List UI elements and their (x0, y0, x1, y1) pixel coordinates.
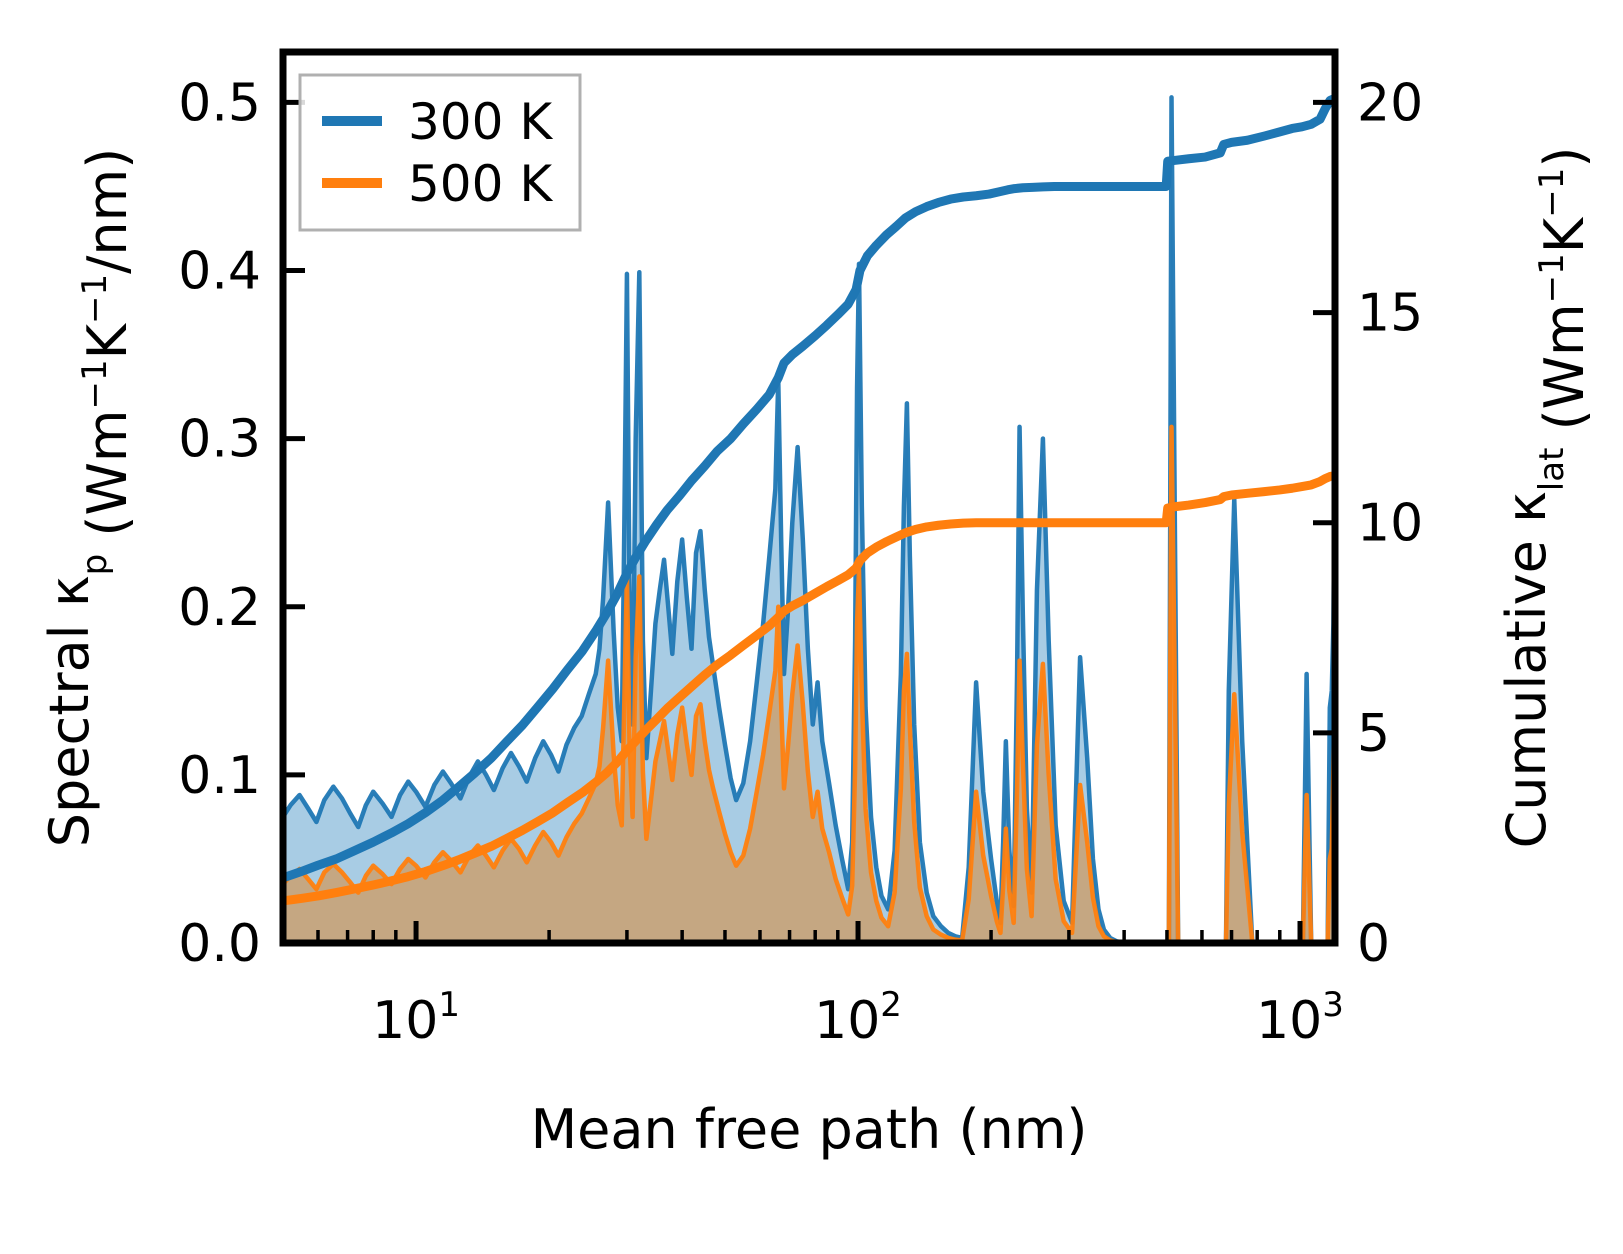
x-axis: 101 102 103 (281, 921, 1344, 1051)
y-left-tick-label: 0.2 (178, 578, 261, 638)
y-right-tick-label: 20 (1357, 73, 1423, 133)
y-left-tick-label: 0.1 (178, 746, 261, 806)
legend-label-1: 500 K (408, 155, 553, 213)
spectral-line-500k (283, 424, 1335, 943)
plot-area (283, 93, 1335, 943)
cumulative-line-300k (283, 93, 1335, 883)
cumulative-line-500k (283, 471, 1335, 906)
y-left-tick-label: 0.5 (178, 73, 261, 133)
x-axis-label: Mean free path (nm) (531, 1098, 1088, 1161)
legend-label-0: 300 K (408, 93, 553, 151)
y-right-tick-label: 5 (1357, 704, 1390, 764)
spectral-line-300k (283, 95, 1335, 943)
y-axis-right-label: Cumulative κlat (Wm−1K−1) (1495, 147, 1596, 849)
y-right-tick-label: 15 (1357, 284, 1423, 344)
y-left-tick-label: 0.0 (178, 914, 261, 974)
x-tick-label: 102 (814, 985, 902, 1051)
x-tick-label: 101 (372, 985, 460, 1051)
y-axis-left-label: Spectral κp (Wm−1K−1/nm) (38, 148, 139, 848)
spectral-fill-500k (283, 426, 1335, 943)
y-right-tick-label: 10 (1357, 494, 1423, 554)
y-left-tick-label: 0.3 (178, 410, 261, 470)
y-axis-left: 0.0 0.1 0.2 0.3 0.4 0.5 (178, 73, 305, 974)
x-tick-label: 103 (1256, 985, 1344, 1051)
y-axis-right: 0 5 10 15 20 (1313, 73, 1423, 974)
y-right-tick-label: 0 (1357, 914, 1390, 974)
y-left-tick-label: 0.4 (178, 242, 261, 302)
legend-box (298, 73, 582, 232)
